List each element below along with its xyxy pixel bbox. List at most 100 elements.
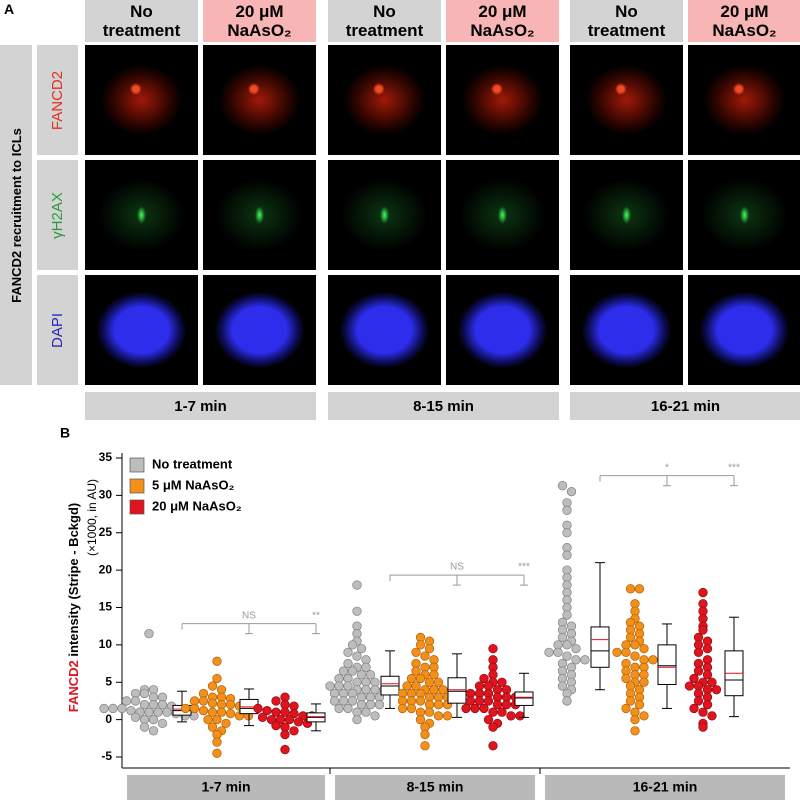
data-point	[411, 681, 421, 691]
data-point	[225, 708, 236, 719]
data-point	[424, 677, 435, 687]
data-point	[483, 696, 494, 706]
data-point	[370, 711, 380, 721]
data-point	[343, 647, 353, 657]
data-point	[707, 711, 717, 721]
micrograph	[688, 160, 800, 270]
micrograph	[446, 160, 559, 270]
data-point	[352, 580, 362, 590]
data-point	[334, 681, 344, 691]
data-point	[284, 714, 295, 725]
data-point	[148, 714, 159, 725]
y-label-highlight: FANCD2	[66, 660, 81, 712]
data-point	[207, 722, 218, 732]
data-point	[271, 720, 281, 731]
data-point	[361, 707, 371, 717]
data-point	[180, 703, 191, 714]
data-point	[361, 662, 371, 672]
data-point	[365, 700, 376, 710]
data-point	[506, 711, 516, 721]
data-point	[562, 640, 572, 650]
data-point	[562, 610, 572, 620]
column-header: 20 μM NaAsO₂	[688, 0, 800, 42]
micrograph	[688, 275, 800, 385]
legend-swatch	[129, 457, 145, 473]
data-point	[99, 703, 109, 714]
data-point	[121, 696, 132, 706]
data-point	[625, 696, 636, 706]
data-point	[157, 718, 168, 729]
time-label-text: 8-15 min	[413, 397, 474, 415]
box	[447, 677, 467, 704]
data-point	[562, 550, 572, 560]
column-header-text: 20 μM NaAsO₂	[227, 2, 292, 40]
data-point	[352, 606, 362, 616]
y-label-2: (×1000, in AU)	[85, 479, 99, 556]
data-point	[365, 670, 376, 680]
micrograph	[570, 45, 683, 155]
data-point	[212, 737, 222, 747]
data-point	[130, 712, 141, 723]
legend-label: 5 μM NaAsO₂	[152, 477, 235, 492]
legend-label: No treatment	[152, 456, 233, 471]
y-tick-label: 0	[105, 712, 112, 726]
data-point	[280, 707, 290, 717]
data-point	[139, 688, 150, 699]
legend-swatch	[129, 499, 145, 515]
data-point	[262, 706, 272, 716]
data-point	[684, 681, 695, 691]
data-point	[689, 703, 699, 714]
data-point	[347, 666, 358, 676]
data-point	[566, 486, 577, 497]
x-tick-label: 16-21 min	[633, 779, 698, 795]
data-point	[429, 670, 439, 680]
data-point	[325, 681, 335, 691]
data-point	[130, 696, 141, 706]
data-point	[203, 714, 213, 725]
data-point	[144, 629, 154, 639]
data-point	[198, 706, 209, 716]
micrograph	[203, 275, 316, 385]
data-point	[621, 673, 631, 684]
row-label: γH2AX	[37, 160, 78, 270]
data-point	[271, 696, 281, 706]
data-point	[338, 696, 349, 706]
time-label-text: 16-21 min	[650, 397, 721, 415]
column-header: No treatment	[328, 0, 441, 42]
data-point	[280, 744, 290, 755]
data-point	[108, 703, 118, 714]
data-point	[329, 696, 340, 706]
x-tick-label: 1-7 min	[201, 779, 250, 795]
data-point	[343, 681, 353, 691]
row-label: DAPI	[37, 275, 78, 385]
data-point	[420, 651, 430, 661]
data-point	[562, 505, 572, 515]
significance-label: NS	[242, 610, 256, 621]
data-point	[415, 714, 426, 725]
data-point	[698, 722, 708, 732]
y-tick-label: 30	[99, 488, 113, 502]
data-point	[225, 700, 236, 710]
column-header: 20 μM NaAsO₂	[203, 0, 316, 42]
significance-label: ***	[518, 562, 530, 573]
data-point	[402, 681, 412, 691]
data-point	[289, 726, 299, 736]
data-point	[433, 700, 444, 710]
data-point	[207, 681, 218, 691]
data-point	[157, 700, 168, 710]
y-label: FANCD2 intensity (Stripe - Bckgd)	[66, 503, 81, 713]
data-point	[293, 717, 304, 727]
box	[590, 626, 610, 668]
y-tick-label: 35	[99, 450, 113, 464]
column-header: No treatment	[85, 0, 198, 42]
data-point	[212, 656, 222, 666]
column-header: No treatment	[570, 0, 683, 42]
significance-label: NS	[450, 562, 464, 573]
data-point	[117, 703, 127, 714]
legend-label: 20 μM NaAsO₂	[152, 498, 242, 513]
data-point	[544, 647, 554, 657]
data-point	[515, 711, 525, 721]
data-point	[630, 726, 640, 736]
data-point	[693, 647, 704, 657]
data-point	[212, 748, 222, 758]
